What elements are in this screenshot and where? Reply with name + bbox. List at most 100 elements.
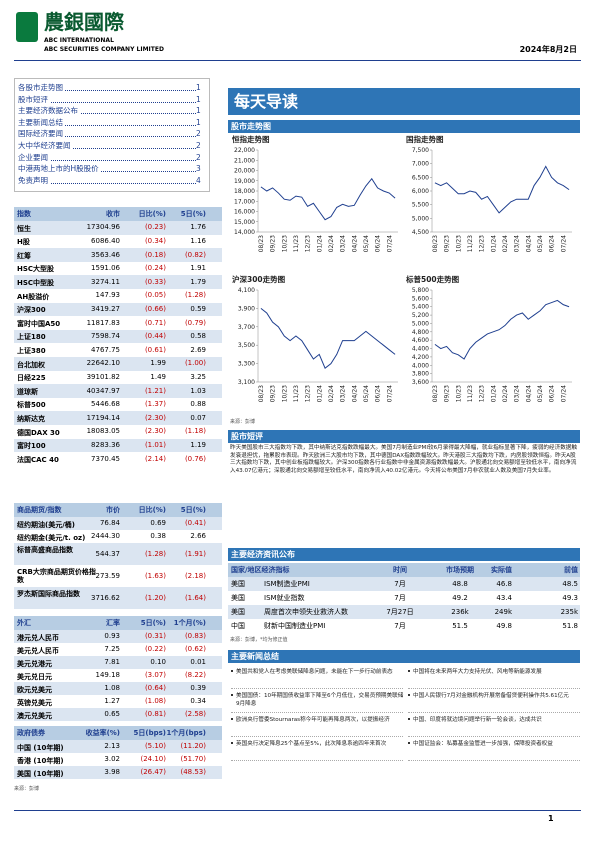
table-cell: 40347.97 (86, 386, 120, 395)
table-cell: 上证180 (17, 333, 46, 342)
table-header: 收市 (106, 210, 120, 218)
toc-leader (18, 113, 198, 115)
section-title: 主要经济资讯公布 (228, 548, 580, 561)
table-cell: (1.00) (184, 359, 206, 368)
table-header: 汇率 (106, 619, 120, 627)
table-row-bg (14, 289, 222, 303)
y-tick-label: 6,500 (412, 174, 429, 181)
toc-title: 企业要闻 (18, 152, 50, 162)
table-row-bg (14, 740, 222, 753)
table-cell: 港元兑人民币 (17, 633, 59, 642)
table-cell: 1.03 (190, 386, 206, 395)
table-cell: 3274.11 (91, 277, 120, 286)
table-cell: H股 (17, 238, 30, 247)
toc-title: 股市短评 (18, 94, 50, 104)
x-tick-label: 02/24 (328, 385, 335, 402)
table-cell: (1.64) (184, 593, 206, 602)
table-cell: (0.41) (184, 519, 206, 527)
x-tick-label: 03/24 (514, 235, 521, 252)
table-cell: (0.64) (144, 684, 166, 692)
table-cell: 台北加权 (17, 360, 45, 369)
y-tick-label: 15,000 (234, 219, 255, 226)
table-cell: (8.22) (184, 671, 206, 679)
chart-title: 标普500走势图 (405, 274, 460, 284)
x-tick-label: 09/23 (270, 235, 277, 252)
table-header-bg (14, 726, 222, 740)
table-cell: 恒生 (17, 224, 31, 233)
table-cell: (11.20) (180, 742, 206, 750)
table-cell: 香港 (10年期) (17, 756, 64, 765)
toc-page: 2 (196, 129, 201, 139)
table-cell: (0.79) (184, 318, 206, 327)
y-tick-label: 17,000 (234, 198, 255, 205)
table-cell: 标普高盛商品指数 (17, 546, 73, 554)
line (260, 308, 396, 369)
table-cell: 红筹 (17, 251, 31, 260)
news-rule (231, 712, 403, 713)
table-row-bg (14, 248, 222, 262)
table-row-bg (14, 438, 222, 453)
table-cell: (2.14) (144, 454, 166, 463)
y-tick-label: 3,500 (238, 342, 255, 349)
toc-title: 国际经济要闻 (18, 129, 65, 139)
table-header: 外汇 (17, 619, 31, 627)
table-header: 5日(%) (180, 506, 206, 514)
table-row-bg (14, 695, 222, 708)
news-item: 中国、印度将就边境问题举行新一轮会谈，达成共识 (413, 717, 542, 723)
y-tick-label: 14,000 (234, 229, 255, 236)
table-row-bg (228, 605, 580, 619)
table-cell: 周度首次申领失业救济人数 (264, 608, 348, 616)
table-header: 商品期货/指数 (17, 506, 62, 514)
table-cell: 0.10 (150, 658, 166, 666)
table-cell: AH股溢价 (17, 292, 50, 301)
table-cell: 7月 (394, 622, 406, 630)
table-cell: 43.4 (496, 594, 512, 602)
table-header-bg (14, 503, 222, 517)
toc-page: 1 (196, 94, 201, 104)
table-cell: (2.18) (184, 571, 206, 580)
date: 2024年8月2日 (519, 45, 577, 54)
table-row-bg (14, 682, 222, 695)
y-tick-label: 4,100 (238, 287, 255, 294)
table-cell: 1.76 (190, 223, 206, 232)
table-header-bg (228, 563, 580, 577)
table-cell: (1.20) (144, 593, 166, 602)
table-row-bg (14, 543, 222, 565)
x-tick-label: 10/23 (281, 385, 288, 402)
table-header: 时间 (393, 566, 407, 574)
table-cell: (0.71) (144, 318, 166, 327)
table-cell: 欧元兑美元 (17, 685, 52, 694)
table-row-bg (14, 708, 222, 721)
y-tick-label: 5,600 (412, 295, 429, 302)
x-tick-label: 03/24 (340, 235, 347, 252)
bullet (408, 742, 410, 744)
bullet (408, 694, 410, 696)
y-tick-label: 16,000 (234, 209, 255, 216)
table-row-bg (228, 577, 580, 591)
table-row-bg (14, 452, 222, 466)
table-cell: 富时中国A50 (17, 319, 61, 328)
toc-title: 大中华经济要闻 (18, 141, 73, 150)
x-tick-label: 01/24 (316, 235, 323, 252)
y-tick-label: 4,800 (412, 329, 429, 336)
table-cell: 147.93 (95, 291, 121, 300)
table-cell: 22642.10 (86, 359, 120, 368)
y-tick-label: 21,000 (234, 157, 255, 164)
table-row-bg (228, 619, 580, 633)
table-cell: (0.62) (184, 645, 206, 653)
y-tick-label: 4,600 (412, 337, 429, 344)
table-cell: 0.65 (104, 710, 120, 718)
x-tick-label: 09/23 (270, 385, 277, 402)
table-header: 指数 (17, 210, 31, 218)
table-cell: (0.61) (144, 345, 166, 354)
table-cell: (1.28) (184, 291, 206, 300)
table-cell: 7370.45 (91, 454, 120, 463)
news-item: 中国人民银行7月对金融机构开展常备借贷便利操作共5.61亿元 (413, 693, 569, 699)
table-cell: 1.91 (190, 264, 206, 273)
x-tick-label: 09/23 (444, 385, 451, 402)
y-tick-label: 3,700 (238, 324, 255, 331)
table-cell: (0.34) (144, 236, 166, 245)
table-row-bg (14, 275, 222, 289)
table-cell: 76.84 (99, 519, 120, 527)
